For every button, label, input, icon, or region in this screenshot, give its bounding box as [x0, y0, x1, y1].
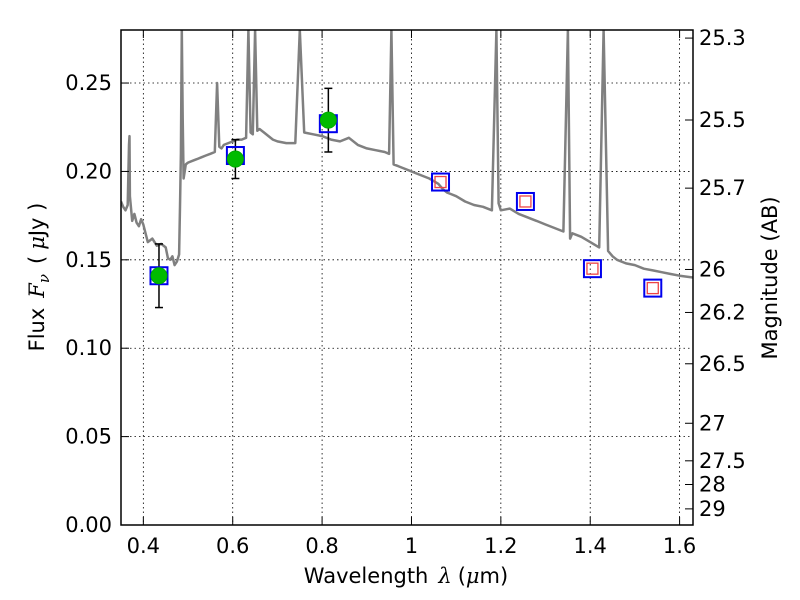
y-tick-label-0: 0.00: [65, 513, 112, 537]
mag-tick-label-6: 27: [699, 411, 726, 435]
photometry-markers: [149, 87, 663, 309]
grid: [121, 30, 693, 526]
mag-tick-label-1: 25.5: [699, 108, 746, 132]
predicted-inner-square-0: [434, 175, 447, 189]
observed-point-1: [226, 150, 244, 168]
predicted-inner-square-3: [646, 281, 659, 295]
predicted-inner-square-2: [586, 262, 599, 275]
x-tick-label-5: 1.4: [574, 534, 607, 558]
observed-point-2: [319, 111, 337, 129]
model-sed-line: [121, 30, 693, 279]
mag-tick-label-0: 25.3: [699, 26, 746, 50]
magnitude-axis-label: Magnitude (AB): [758, 196, 782, 359]
x-tick-label-0: 0.4: [127, 534, 160, 558]
y-axis-label: FluxFν(μJy ): [25, 203, 53, 352]
predicted-square-3: [643, 278, 663, 298]
x-tick-label-6: 1.6: [663, 534, 696, 558]
x-axis-label: Wavelength λ (μm): [304, 564, 508, 588]
x-tick-label-3: 1: [405, 534, 418, 558]
predicted-square-0: [431, 172, 451, 192]
mag-tick-label-9: 29: [699, 497, 726, 521]
y-tick-label-1: 0.05: [65, 425, 112, 449]
predicted-inner-square-1: [519, 195, 532, 208]
y-tick-label-5: 0.25: [65, 71, 112, 95]
predicted-square-1: [515, 191, 535, 211]
predicted-square-2: [582, 259, 602, 279]
y-tick-label-2: 0.10: [65, 336, 112, 360]
x-tick-label-2: 0.8: [305, 534, 338, 558]
mag-tick-label-3: 26: [699, 257, 726, 281]
mag-tick-label-8: 28: [699, 473, 726, 497]
sed-path: [121, 30, 693, 279]
mag-tick-label-4: 26.2: [699, 300, 746, 324]
y-tick-label-4: 0.20: [65, 159, 112, 183]
plot-frame: [120, 29, 694, 526]
y-tick-label-3: 0.15: [65, 248, 112, 272]
mag-tick-label-7: 27.5: [699, 449, 746, 473]
x-axis-ticks: 0.4 0.6 0.8 1 1.2 1.4 1.6: [127, 30, 696, 558]
mag-tick-label-5: 26.5: [699, 352, 746, 376]
x-tick-label-1: 0.6: [216, 534, 249, 558]
x-tick-label-4: 1.2: [484, 534, 517, 558]
observed-point-0: [150, 267, 168, 285]
mag-tick-label-2: 25.7: [699, 176, 746, 200]
y-axis-ticks: 0.00 0.05 0.10 0.15 0.20 0.25: [65, 71, 129, 537]
